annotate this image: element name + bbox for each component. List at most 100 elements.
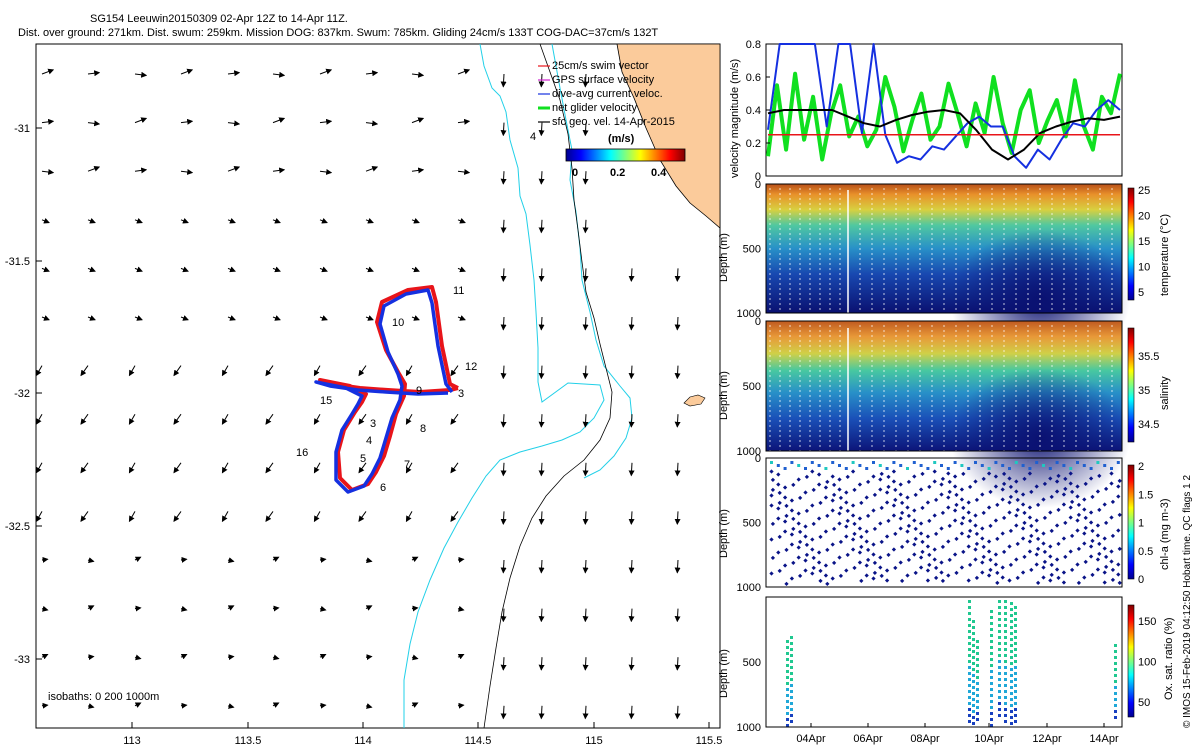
- chla-sample: [804, 508, 810, 514]
- chla-sample: [1061, 502, 1067, 507]
- sfc-geo-arrow: [582, 316, 589, 331]
- oxygen-sample: [972, 710, 975, 713]
- sfc-geo-arrow: [134, 71, 148, 78]
- oxygen-sample: [1114, 704, 1117, 707]
- chla-sample: [1075, 494, 1080, 499]
- chla-sample: [1022, 510, 1027, 516]
- chla-sample: [1097, 507, 1102, 513]
- oxygen-sample: [972, 626, 975, 629]
- velocity-panel: 0 0.2 0.4 0.6 0.8 velocity magnitude (m/s): [729, 39, 1123, 183]
- chla-sample: [865, 479, 871, 485]
- colorbar-tick-label: 2: [1138, 461, 1144, 473]
- sfc-geo-arrow: [265, 462, 274, 474]
- chla-sample: [1049, 572, 1054, 578]
- sfc-geo-arrow: [87, 70, 101, 77]
- chla-sample: [1035, 536, 1041, 542]
- oxygen-sample: [998, 660, 1001, 663]
- chla-sample: [1095, 557, 1101, 562]
- chla-sample: [995, 502, 1000, 508]
- sfc-geo-arrow: [319, 266, 328, 273]
- chla-sample: [784, 513, 789, 519]
- chla-sample: [823, 573, 829, 578]
- chla-sample: [1075, 562, 1080, 567]
- chla-sample: [939, 560, 944, 565]
- oxygen-sample: [790, 720, 793, 723]
- sfc-geo-arrow: [538, 705, 545, 720]
- chla-sample: [959, 487, 965, 492]
- chla-sample: [776, 472, 781, 477]
- chla-sample: [947, 489, 952, 495]
- sfc-geo-arrow: [128, 462, 136, 474]
- sfc-geo-arrow: [265, 511, 274, 523]
- chla-sample: [886, 518, 891, 524]
- oxygen-sample: [1014, 672, 1017, 675]
- sfc-geo-arrow: [221, 413, 229, 425]
- chla-sample: [816, 482, 822, 487]
- chla-sample: [961, 471, 966, 477]
- chla-sample: [845, 474, 850, 480]
- oxygen-sample: [998, 666, 1001, 669]
- sfc-geo-arrow: [272, 315, 281, 321]
- oxygen-sample: [1004, 660, 1007, 663]
- oxygen-cbar-label: Ox. sat. ratio (%): [1163, 617, 1175, 700]
- map-panel: 3 4 5 6 7 8 9 3 10 11 12 15 16 4 113 113.…: [5, 43, 722, 747]
- oxygen-panel: 500 1000 Depth (m) 150 100 50 Ox. sat. rati…: [718, 596, 1175, 745]
- oxygen-sample: [786, 700, 789, 703]
- glider-track-blue: [314, 288, 454, 494]
- chla-sample: [1034, 528, 1039, 533]
- sfc-geo-arrow: [265, 413, 274, 425]
- chla-sample: [811, 521, 816, 527]
- temperature-cbar-label: temperature (°C): [1159, 214, 1171, 296]
- chla-sample: [850, 547, 856, 552]
- sfc-geo-arrow: [313, 413, 321, 425]
- sfc-geo-arrow: [674, 462, 681, 477]
- chla-sample: [939, 482, 944, 487]
- oxygen-sample: [1004, 606, 1007, 609]
- chla-sample: [818, 568, 823, 574]
- oxygen-sample: [968, 684, 971, 687]
- chla-sample: [1110, 499, 1116, 505]
- chla-sample: [974, 541, 980, 547]
- oxygen-sample: [1014, 690, 1017, 693]
- chla-sample: [791, 560, 796, 566]
- chla-sample: [1041, 541, 1046, 546]
- chla-sample: [816, 550, 822, 555]
- sfc-geo-arrow: [674, 608, 681, 623]
- oxygen-sample: [1004, 624, 1007, 627]
- chla-sample: [988, 523, 993, 529]
- chla-sample: [891, 479, 897, 484]
- chla-sample: [1014, 479, 1019, 484]
- chla-sample: [1063, 554, 1068, 560]
- chla-sample: [811, 487, 816, 493]
- chla-sample: [974, 531, 980, 537]
- colorbar-tick-label: 0: [1138, 574, 1144, 586]
- oxygen-sample: [1014, 636, 1017, 639]
- chla-sample: [791, 526, 796, 532]
- chla-sample: [1095, 533, 1101, 538]
- oxygen-sample: [990, 712, 993, 715]
- chla-sample: [1000, 487, 1005, 492]
- oxygen-sample: [790, 666, 793, 669]
- sfc-geo-arrow: [674, 657, 681, 671]
- chla-sample: [1000, 575, 1005, 580]
- isobath-1000-line: [483, 43, 613, 729]
- oxygen-sample: [786, 706, 789, 709]
- sfc-geo-arrow: [450, 462, 459, 474]
- chla-sample: [789, 542, 795, 547]
- sfc-geo-arrow: [582, 171, 589, 185]
- sfc-geo-arrow: [628, 462, 635, 477]
- oxygen-sample: [1004, 702, 1007, 705]
- chla-sample: [918, 565, 924, 570]
- chla-sample: [872, 492, 878, 498]
- oxygen-samples: [786, 600, 1117, 727]
- sfc-geo-arrow: [500, 414, 507, 428]
- chla-sample: [796, 521, 801, 526]
- colorbar-tick-label: 0.5: [1138, 546, 1153, 558]
- chla-sample: [1049, 562, 1054, 568]
- chla-sample: [1090, 528, 1095, 534]
- sfc-geo-arrow: [80, 462, 89, 474]
- chla-sample: [782, 495, 788, 500]
- oxygen-sample: [1004, 720, 1007, 723]
- oxygen-sample: [786, 670, 789, 673]
- chla-sample: [1103, 554, 1109, 560]
